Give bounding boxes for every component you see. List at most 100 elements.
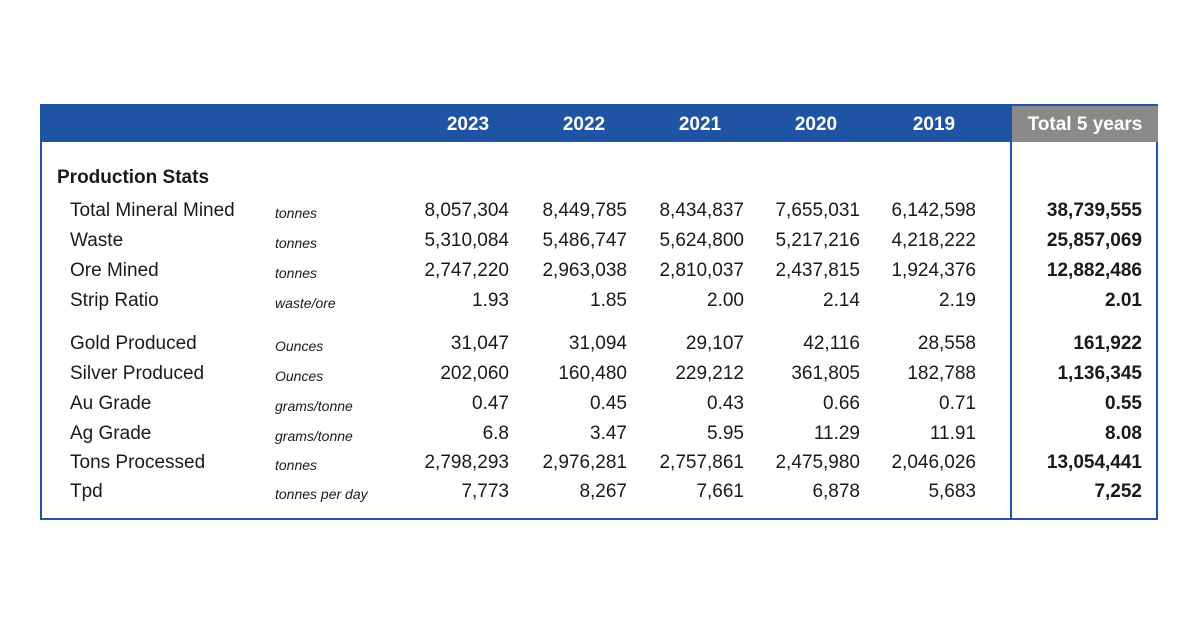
value-cell-2023: 0.47 <box>472 393 509 414</box>
table-row: Total Mineral Mined tonnes 8,057,304 8,449,… <box>42 196 1158 226</box>
value-cell-2019: 11.91 <box>929 423 976 444</box>
value-cell-2023: 202,060 <box>440 363 509 384</box>
row-label: Ore Mined <box>70 260 159 281</box>
value-cell-2019: 5,683 <box>928 481 976 502</box>
row-unit: waste/ore <box>275 295 336 311</box>
row-label: Waste <box>70 230 124 251</box>
value-cell-2021: 2,810,037 <box>659 260 744 281</box>
value-cell-2019: 182,788 <box>907 363 976 384</box>
row-unit: Ounces <box>275 338 324 354</box>
value-cell-2020: 0.66 <box>823 393 860 414</box>
year-header-2019: 2019 <box>912 114 956 135</box>
year-header-2023: 2023 <box>446 114 490 135</box>
row-label: Ag Grade <box>70 423 152 444</box>
value-cell-2019: 0.71 <box>939 393 976 414</box>
value-cell-2022: 160,480 <box>558 363 627 384</box>
table-row: Strip Ratio waste/ore 1.93 1.85 2.00 2.14 2.19… <box>42 286 1158 316</box>
total-cell: 38,739,555 <box>1046 200 1142 221</box>
value-cell-2022: 2,976,281 <box>542 452 627 473</box>
value-cell-2022: 5,486,747 <box>542 230 627 251</box>
value-cell-2022: 0.45 <box>590 393 627 414</box>
total-header-background <box>1012 106 1158 142</box>
table-row: Tons Processed tonnes 2,798,293 2,976,281 2,… <box>42 448 1158 478</box>
value-cell-2020: 2.14 <box>823 290 860 311</box>
table-row: Tpd tonnes per day 7,773 8,267 7,661 6,878 5,6… <box>42 477 1158 507</box>
value-cell-2021: 8,434,837 <box>659 200 744 221</box>
row-unit: tonnes <box>275 457 318 473</box>
year-header-2020: 2020 <box>794 114 838 135</box>
row-unit: tonnes <box>275 265 318 281</box>
value-cell-2019: 6,142,598 <box>891 200 976 221</box>
row-label: Gold Produced <box>70 333 197 354</box>
value-cell-2021: 5.95 <box>707 423 744 444</box>
value-cell-2022: 8,449,785 <box>542 200 627 221</box>
value-cell-2019: 2,046,026 <box>891 452 976 473</box>
value-cell-2021: 2.00 <box>707 290 744 311</box>
row-label: Tons Processed <box>70 452 206 473</box>
total-cell: 161,922 <box>1073 333 1142 354</box>
year-header-2021: 2021 <box>678 114 722 135</box>
value-cell-2023: 7,773 <box>461 481 509 502</box>
value-cell-2020: 361,805 <box>791 363 860 384</box>
table-row: Silver Produced Ounces 202,060 160,480 229,2… <box>42 359 1158 389</box>
total-cell: 13,054,441 <box>1046 452 1142 473</box>
total-cell: 25,857,069 <box>1046 230 1142 251</box>
value-cell-2021: 229,212 <box>675 363 744 384</box>
total-cell: 8.08 <box>1105 423 1142 444</box>
row-unit: tonnes <box>275 235 318 251</box>
total-cell: 12,882,486 <box>1046 260 1142 281</box>
row-unit: Ounces <box>275 368 324 384</box>
row-unit: grams/tonne <box>275 398 353 414</box>
value-cell-2019: 4,218,222 <box>891 230 976 251</box>
row-unit: tonnes <box>275 205 318 221</box>
value-cell-2021: 7,661 <box>696 481 744 502</box>
section-title: Production Stats <box>57 167 210 188</box>
value-cell-2019: 2.19 <box>939 290 976 311</box>
value-cell-2019: 1,924,376 <box>891 260 976 281</box>
row-label: Total Mineral Mined <box>70 200 235 221</box>
value-cell-2021: 2,757,861 <box>659 452 744 473</box>
row-label: Strip Ratio <box>70 290 159 311</box>
value-cell-2020: 6,878 <box>812 481 860 502</box>
row-unit: tonnes per day <box>275 486 368 502</box>
value-cell-2021: 29,107 <box>685 333 744 354</box>
value-cell-2021: 5,624,800 <box>659 230 744 251</box>
value-cell-2023: 5,310,084 <box>424 230 509 251</box>
row-unit: grams/tonne <box>275 428 353 444</box>
table-header: 2023 2022 2021 2020 2019 <box>42 106 1012 142</box>
value-cell-2023: 2,798,293 <box>424 452 509 473</box>
table-row: Waste tonnes 5,310,084 5,486,747 5,624,800 5,… <box>42 226 1158 256</box>
value-cell-2022: 31,094 <box>568 333 627 354</box>
value-cell-2021: 0.43 <box>707 393 744 414</box>
value-cell-2020: 2,437,815 <box>775 260 860 281</box>
value-cell-2022: 3.47 <box>590 423 627 444</box>
value-cell-2023: 8,057,304 <box>424 200 509 221</box>
total-cell: 1,136,345 <box>1057 363 1142 384</box>
total-cell: 2.01 <box>1105 290 1142 311</box>
total-5-years-header: Total 5 years <box>1027 114 1143 135</box>
table-row: Ore Mined tonnes 2,747,220 2,963,038 2,810,0… <box>42 256 1158 286</box>
row-label: Au Grade <box>70 393 152 414</box>
row-label: Silver Produced <box>70 363 205 384</box>
total-cell: 7,252 <box>1094 481 1142 502</box>
value-cell-2022: 2,963,038 <box>542 260 627 281</box>
table-row: Ag Grade grams/tonne 6.8 3.47 5.95 11.29 11.91… <box>42 419 1158 449</box>
year-header-2022: 2022 <box>562 114 606 135</box>
table-row: Au Grade grams/tonne 0.47 0.45 0.43 0.66 0.71 0… <box>42 389 1158 419</box>
value-cell-2019: 28,558 <box>917 333 976 354</box>
row-label: Tpd <box>70 481 103 502</box>
value-cell-2023: 6.8 <box>482 423 509 444</box>
total-column-divider <box>1010 142 1012 520</box>
value-cell-2022: 8,267 <box>579 481 627 502</box>
value-cell-2022: 1.85 <box>590 290 627 311</box>
value-cell-2020: 5,217,216 <box>775 230 860 251</box>
value-cell-2023: 31,047 <box>450 333 509 354</box>
production-stats-table: 2023 2022 2021 2020 2019 Total 5 years P… <box>40 104 1158 520</box>
total-cell: 0.55 <box>1105 393 1142 414</box>
value-cell-2020: 11.29 <box>813 423 860 444</box>
value-cell-2020: 42,116 <box>803 333 860 354</box>
value-cell-2020: 7,655,031 <box>775 200 860 221</box>
value-cell-2023: 2,747,220 <box>424 260 509 281</box>
table-row: Gold Produced Ounces 31,047 31,094 29,107 42,… <box>42 329 1158 359</box>
value-cell-2023: 1.93 <box>472 290 509 311</box>
